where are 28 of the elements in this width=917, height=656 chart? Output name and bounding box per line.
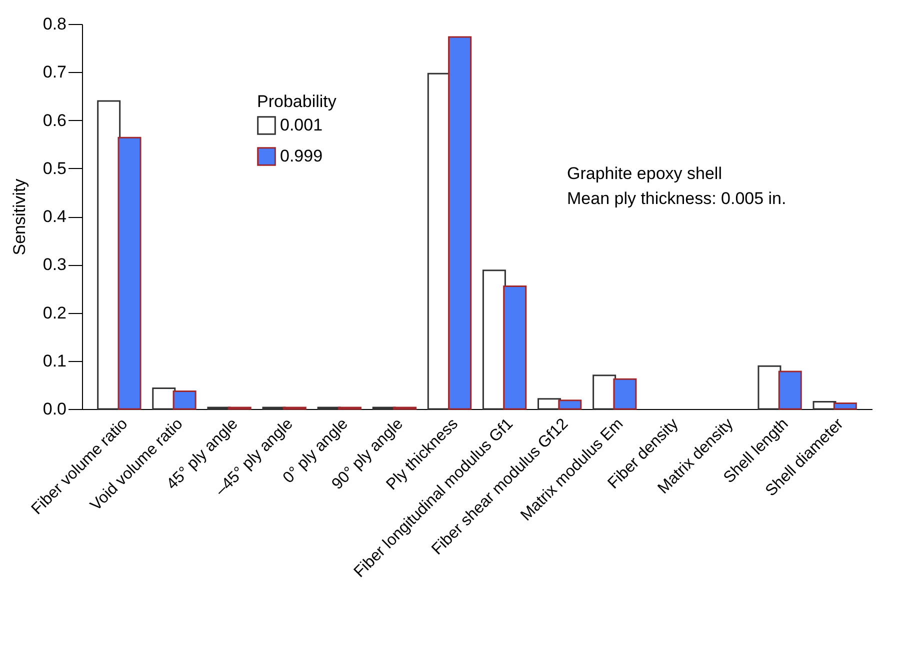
bar	[833, 402, 857, 410]
bar	[778, 370, 802, 410]
bar	[592, 374, 616, 410]
y-tick-label: 0.6	[42, 110, 66, 130]
bar	[558, 400, 582, 410]
y-tick-label: 0.7	[42, 62, 66, 82]
y-tick-label: 0.0	[42, 400, 66, 418]
y-tick-label: 0.1	[42, 351, 66, 370]
bar	[172, 390, 196, 410]
legend-label: 0.001	[280, 116, 323, 134]
legend-label: 0.999	[280, 146, 323, 166]
bar	[538, 398, 562, 410]
y-axis-title: Sensitivity	[10, 178, 29, 256]
bar	[448, 36, 472, 410]
y-tick-label: 0.3	[42, 255, 66, 274]
bar	[613, 378, 637, 410]
annotation: Graphite epoxy shell	[567, 164, 722, 183]
y-tick-label: 0.5	[42, 158, 66, 178]
y-tick-label: 0.8	[42, 14, 66, 34]
legend-title: Probability	[257, 92, 337, 111]
y-tick-label: 0.4	[42, 207, 66, 226]
annotation: Mean ply thickness: 0.005 in.	[567, 189, 786, 208]
bar	[812, 401, 836, 410]
bar	[503, 286, 527, 410]
bar	[152, 388, 176, 410]
bar	[118, 136, 142, 410]
bar	[758, 365, 782, 410]
y-tick-label: 0.2	[42, 303, 66, 322]
